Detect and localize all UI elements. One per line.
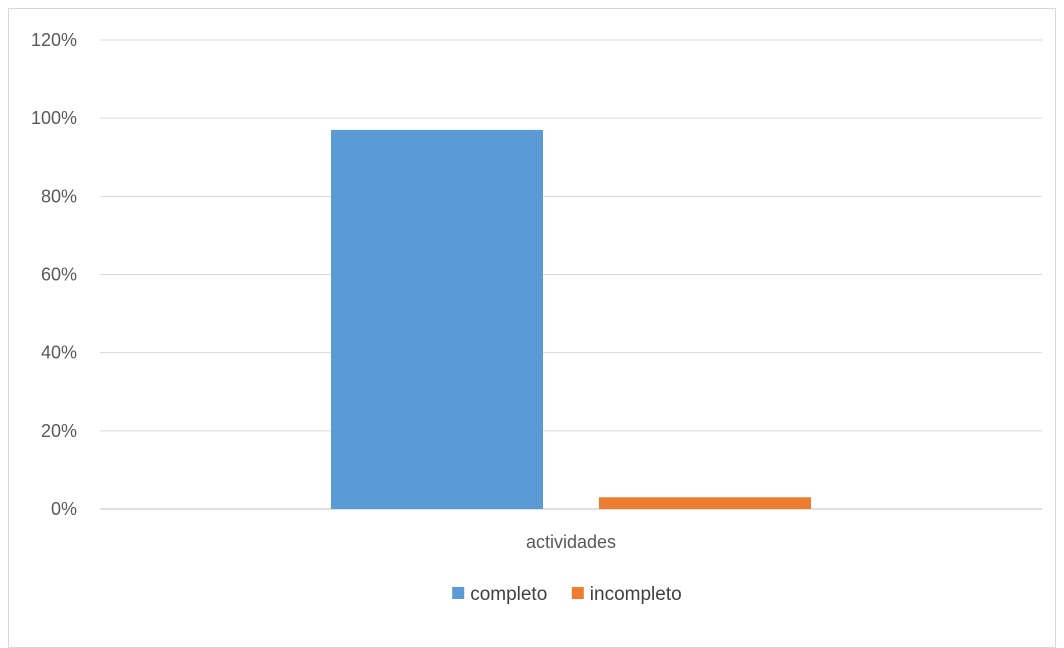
category-label: actividades xyxy=(526,532,616,552)
bar-chart: 0% 20% 40% 60% 80% 100% 120% actividades compl… xyxy=(31,30,1042,605)
y-axis-tick-labels: 0% 20% 40% 60% 80% 100% 120% xyxy=(31,30,77,519)
legend-swatch-completo xyxy=(452,587,465,599)
y-tick-label: 80% xyxy=(41,186,77,206)
bars xyxy=(331,129,811,509)
y-tick-label: 40% xyxy=(41,343,77,363)
y-tick-label: 100% xyxy=(31,108,77,128)
legend: completo incompleto xyxy=(452,584,682,605)
legend-label-completo: completo xyxy=(470,584,547,605)
y-tick-label: 60% xyxy=(41,265,77,285)
bar-incompleto xyxy=(599,497,811,509)
x-axis-category-labels: actividades xyxy=(526,532,616,552)
y-tick-label: 0% xyxy=(51,499,77,519)
y-tick-label: 120% xyxy=(31,30,77,50)
gridlines xyxy=(100,39,1042,510)
legend-swatch-incompleto xyxy=(571,587,584,599)
bar-completo xyxy=(331,129,543,509)
y-tick-label: 20% xyxy=(41,421,77,441)
legend-label-incompleto: incompleto xyxy=(590,584,682,605)
